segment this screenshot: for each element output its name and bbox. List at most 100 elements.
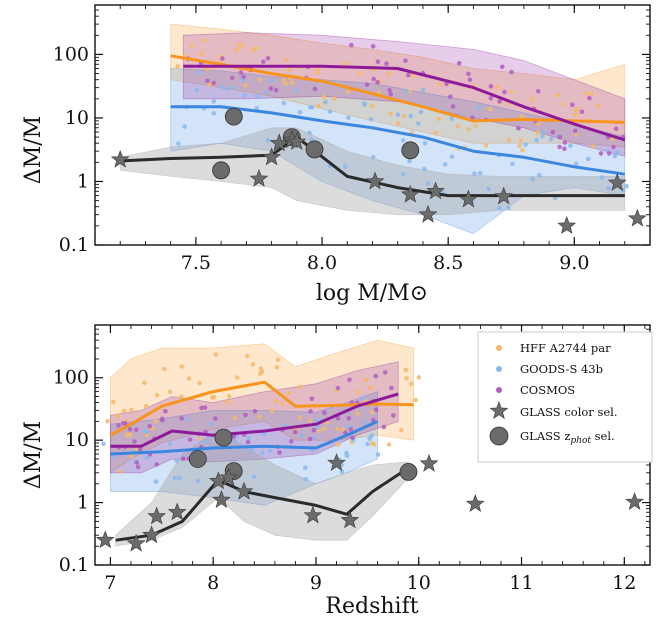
- scatter-dot-hff: [410, 73, 416, 78]
- scatter-dot-cosmos: [562, 146, 567, 151]
- glass-color-marker: [426, 181, 445, 200]
- scatter-dot-goods: [422, 166, 427, 172]
- scatter-dot-goods: [510, 161, 515, 167]
- x-tick-label: 9: [310, 572, 322, 594]
- scatter-dot-hff: [473, 123, 478, 128]
- glass-color-marker: [234, 481, 254, 500]
- scatter-dot-cosmos: [261, 59, 266, 64]
- scatter-dot-goods: [506, 205, 511, 211]
- glass-zphot-marker: [212, 161, 231, 180]
- scatter-dot-cosmos: [587, 95, 592, 101]
- scatter-dot-hff: [573, 112, 578, 118]
- scatter-dot-hff: [494, 84, 500, 90]
- legend-marker-cosmos: [496, 387, 502, 393]
- scatter-dot-hff: [286, 390, 291, 396]
- glass-color-marker: [340, 510, 360, 529]
- scatter-dot-hff: [118, 469, 123, 474]
- scatter-dot-cosmos: [335, 385, 341, 391]
- scatter-dot-hff: [273, 398, 279, 404]
- scatter-dot-cosmos: [147, 423, 152, 429]
- scatter-dot-goods: [265, 137, 271, 143]
- legend-label-glass-star: GLASS color sel.: [520, 405, 618, 419]
- glass-color-marker: [494, 186, 513, 205]
- scatter-dot-hff: [518, 138, 524, 143]
- scatter-dot-cosmos: [391, 413, 396, 418]
- x-tick-label: 8.0: [307, 252, 337, 274]
- scatter-dot-cosmos: [268, 86, 274, 91]
- scatter-dot-hff: [129, 453, 134, 459]
- x-tick-label: 8: [207, 572, 219, 594]
- scatter-dot-cosmos: [347, 377, 352, 383]
- scatter-dot-goods: [209, 421, 214, 427]
- scatter-dot-hff: [225, 399, 230, 405]
- scatter-dot-goods: [370, 154, 376, 160]
- scatter-dot-cosmos: [348, 427, 354, 432]
- scatter-dot-cosmos: [466, 71, 471, 77]
- scatter-dot-hff: [395, 120, 401, 126]
- scatter-dot-cosmos: [444, 81, 449, 87]
- legend-marker-glass-star: [489, 401, 509, 419]
- scatter-dot-goods: [231, 85, 236, 91]
- x-tick-label: 10: [407, 572, 431, 594]
- scatter-dot-cosmos: [579, 109, 585, 114]
- scatter-dot-hff: [416, 375, 422, 380]
- panel-bottom-redshift: 7 8 9 10 11 12 0.1 1 10 100: [53, 324, 651, 594]
- scatter-dot-hff: [388, 111, 394, 117]
- scatter-dot-hff: [529, 96, 535, 102]
- scatter-dot-hff: [343, 61, 349, 67]
- scatter-dot-cosmos: [502, 89, 507, 95]
- scatter-dot-hff: [257, 371, 263, 377]
- glass-color-marker: [400, 184, 420, 203]
- scatter-dot-cosmos: [403, 58, 408, 63]
- scatter-dot-hff: [588, 91, 594, 97]
- scatter-dot-goods: [303, 465, 308, 471]
- scatter-dot-cosmos: [550, 129, 556, 135]
- scatter-dot-cosmos: [406, 72, 411, 78]
- scatter-dot-goods: [323, 99, 329, 105]
- band-hff: [170, 23, 626, 148]
- glass-color-marker: [557, 216, 577, 234]
- scatter-dot-cosmos: [199, 405, 204, 411]
- scatter-dot-hff: [207, 81, 212, 87]
- scatter-dot-goods: [523, 142, 528, 148]
- scatter-dot-hff: [245, 353, 250, 359]
- scatter-dot-goods: [586, 156, 591, 162]
- scatter-dot-hff: [175, 64, 180, 69]
- scatter-dot-cosmos: [364, 82, 370, 87]
- scatter-dot-cosmos: [562, 140, 568, 145]
- scatter-dot-hff: [258, 366, 264, 371]
- scatter-dot-hff: [153, 419, 158, 424]
- scatter-dot-cosmos: [488, 96, 494, 101]
- legend-label-glass-circle: GLASS zphot sel.: [520, 429, 615, 446]
- glass-zphot-marker: [305, 140, 324, 159]
- glass-color-marker: [419, 453, 439, 472]
- scatter-dot-goods: [400, 171, 406, 177]
- scatter-dot-cosmos: [509, 69, 514, 75]
- bottom-xlabel: Redshift: [325, 594, 418, 619]
- scatter-dot-hff: [321, 426, 327, 432]
- scatter-dot-cosmos: [220, 56, 225, 61]
- scatter-dot-hff: [179, 394, 184, 400]
- glass-color-marker: [249, 168, 269, 187]
- scatter-dot-hff: [162, 366, 167, 372]
- scatter-dot-hff: [270, 408, 275, 414]
- top-ylabel: ΔM/M: [21, 116, 46, 184]
- scatter-dot-hff: [281, 77, 286, 83]
- scatter-dot-goods: [360, 395, 366, 401]
- scatter-dot-goods: [368, 117, 374, 122]
- scatter-dot-hff: [436, 116, 441, 122]
- scatter-dot-cosmos: [373, 373, 379, 379]
- scatter-dot-hff: [205, 66, 210, 72]
- scatter-dot-hff: [243, 82, 248, 88]
- scatter-dot-goods: [408, 113, 414, 119]
- scatter-dot-hff: [110, 399, 116, 405]
- glass-color-marker: [126, 533, 146, 552]
- legend-marker-glass-circle: [489, 426, 509, 446]
- scatter-dot-cosmos: [500, 64, 505, 70]
- scatter-dot-goods: [303, 477, 309, 482]
- scatter-dot-goods: [540, 129, 546, 135]
- panel-top-mass: 7.5 8.0 8.5 9.0 0.1 1 10 100: [53, 4, 651, 274]
- scatter-dot-goods: [167, 441, 173, 446]
- scatter-dot-cosmos: [557, 144, 562, 150]
- scatter-dot-cosmos: [179, 416, 184, 421]
